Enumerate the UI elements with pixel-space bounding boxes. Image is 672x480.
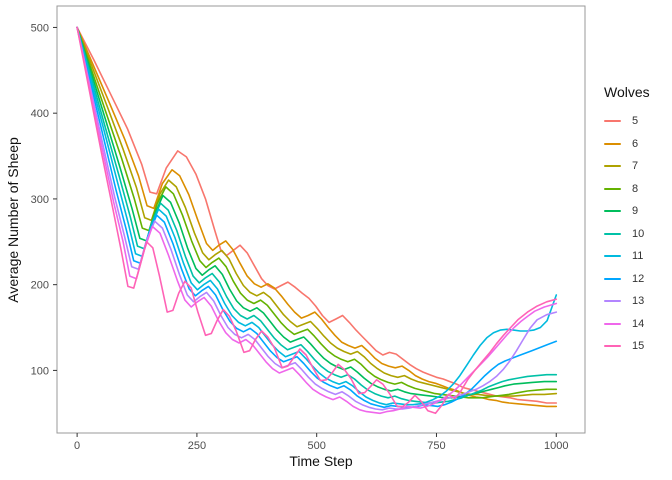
legend-item-7: 7 xyxy=(604,155,650,178)
x-tick-label: 250 xyxy=(188,440,206,452)
x-tick-label: 1000 xyxy=(544,440,568,452)
legend-swatch-7 xyxy=(604,165,621,168)
axes-layer: 0 250 500 750 1000 100 200 300 400 500 xyxy=(31,5,586,452)
legend-swatch-10 xyxy=(604,232,621,235)
series-line-15 xyxy=(76,26,558,415)
y-axis-title: Average Number of Sheep xyxy=(5,137,21,303)
legend-label-8: 8 xyxy=(632,182,639,195)
legend-label-5: 5 xyxy=(632,115,639,128)
x-axis-title: Time Step xyxy=(289,453,352,469)
legend-item-14: 14 xyxy=(604,313,650,336)
legend-label-15: 15 xyxy=(632,340,645,353)
x-tick-label: 500 xyxy=(308,440,326,452)
legend-item-12: 12 xyxy=(604,268,650,291)
legend: Wolves 5 6 7 8 9 10 11 12 13 14 15 xyxy=(604,84,650,358)
legend-swatch-15 xyxy=(604,345,621,348)
y-tick-label: 200 xyxy=(31,280,49,292)
legend-item-6: 6 xyxy=(604,133,650,156)
legend-label-13: 13 xyxy=(632,295,645,308)
legend-swatch-5 xyxy=(604,120,621,123)
series-line-10 xyxy=(76,26,558,404)
legend-label-7: 7 xyxy=(632,160,639,173)
y-tick-label: 500 xyxy=(31,22,49,34)
y-tick-label: 400 xyxy=(31,108,49,120)
legend-title: Wolves xyxy=(604,84,650,100)
x-tick-label: 750 xyxy=(427,440,445,452)
legend-swatch-12 xyxy=(604,277,621,280)
legend-item-11: 11 xyxy=(604,245,650,268)
series-line-13 xyxy=(76,26,558,411)
panel-border xyxy=(56,5,586,434)
legend-label-11: 11 xyxy=(632,250,644,263)
legend-item-5: 5 xyxy=(604,110,650,133)
series-line-12 xyxy=(76,26,558,409)
legend-item-10: 10 xyxy=(604,223,650,246)
legend-swatch-9 xyxy=(604,210,621,213)
legend-label-6: 6 xyxy=(632,137,639,150)
legend-item-8: 8 xyxy=(604,178,650,201)
legend-label-14: 14 xyxy=(632,317,645,330)
series-line-9 xyxy=(76,26,558,399)
series-line-6 xyxy=(76,26,558,408)
legend-swatch-6 xyxy=(604,142,621,145)
series-layer xyxy=(76,26,558,415)
series-line-5 xyxy=(76,26,558,404)
legend-label-9: 9 xyxy=(632,205,639,218)
legend-items: 5 6 7 8 9 10 11 12 13 14 15 xyxy=(604,110,650,358)
series-line-8 xyxy=(76,26,558,399)
series-line-11 xyxy=(76,26,558,406)
legend-swatch-8 xyxy=(604,187,621,190)
legend-swatch-11 xyxy=(604,255,621,258)
series-line-14 xyxy=(76,26,558,415)
legend-label-10: 10 xyxy=(632,227,645,240)
y-tick-label: 300 xyxy=(31,194,49,206)
legend-item-13: 13 xyxy=(604,290,650,313)
legend-label-12: 12 xyxy=(632,272,645,285)
y-tick-label: 100 xyxy=(31,365,49,377)
legend-swatch-13 xyxy=(604,300,621,303)
series-line-7 xyxy=(76,26,558,397)
legend-item-15: 15 xyxy=(604,335,650,358)
x-tick-label: 0 xyxy=(74,440,80,452)
legend-item-9: 9 xyxy=(604,200,650,223)
legend-swatch-14 xyxy=(604,322,621,325)
